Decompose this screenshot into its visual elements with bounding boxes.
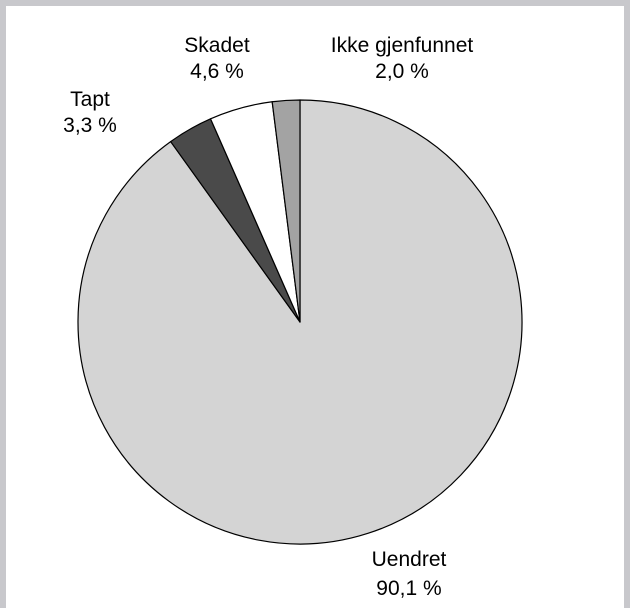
slice-label-skadet: Skadet (184, 34, 250, 57)
slice-label-ikke-gjenfunnet: Ikke gjenfunnet (331, 34, 474, 57)
slice-value-ikke-gjenfunnet: 2,0 % (375, 60, 429, 83)
pie-slice-ikke-gjenfunnet (271, 99, 301, 323)
slice-value-uendret: 90,1 % (376, 577, 441, 600)
slice-value-skadet: 4,6 % (190, 60, 244, 83)
slice-label-tapt: Tapt (70, 88, 110, 111)
slice-value-tapt: 3,3 % (63, 114, 117, 137)
chart-frame: Uendret 90,1 % Tapt 3,3 % Skadet 4,6 % Ikke gj… (6, 6, 624, 608)
slice-label-uendret: Uendret (372, 548, 447, 571)
pie-chart: Uendret 90,1 % Tapt 3,3 % Skadet 4,6 % Ikke gj… (63, 34, 523, 600)
